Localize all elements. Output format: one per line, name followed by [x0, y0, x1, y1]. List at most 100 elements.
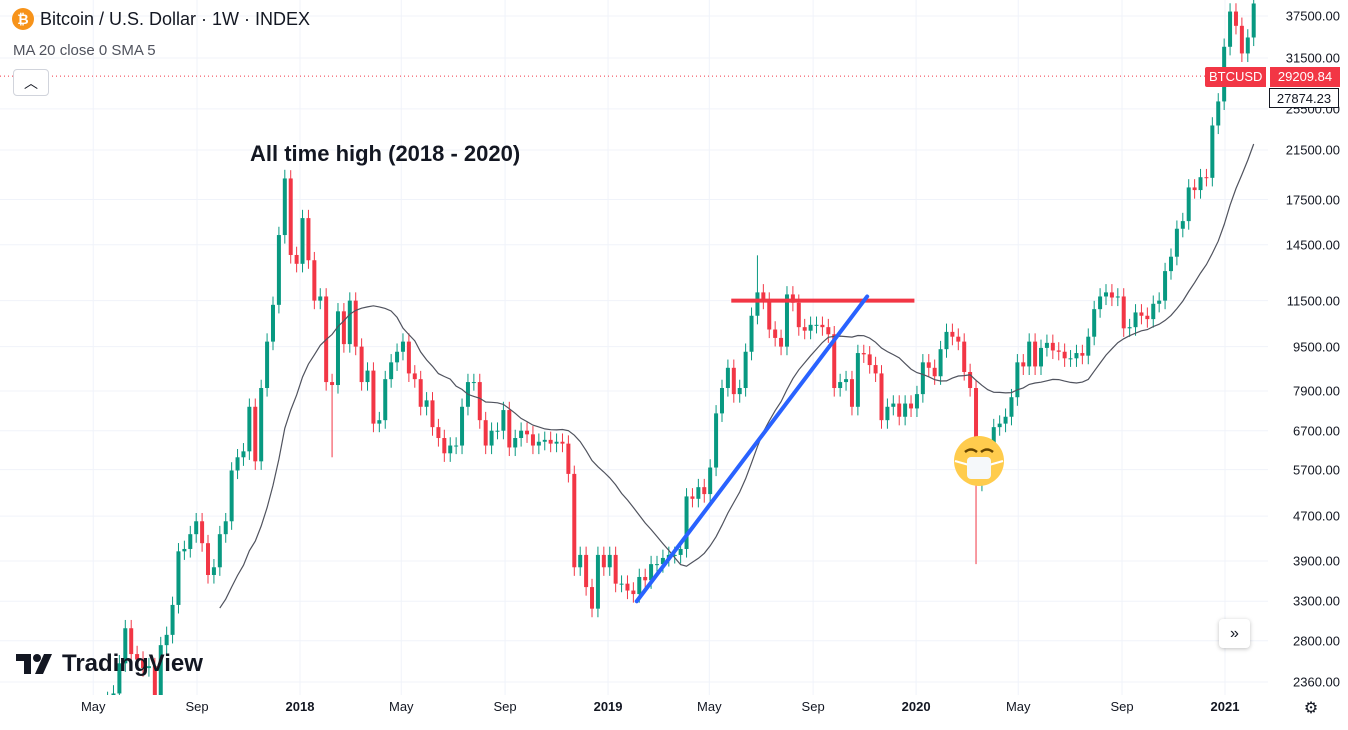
candle-body [129, 628, 134, 655]
candle-body [377, 420, 382, 424]
candle-body [914, 394, 919, 409]
tradingview-logo[interactable]: TradingView [16, 650, 203, 678]
candle-body [389, 362, 394, 380]
candle [312, 251, 317, 310]
price-tick-label: 2800.00 [1293, 633, 1340, 649]
candle [690, 488, 695, 508]
candle [200, 512, 205, 552]
candle [920, 354, 925, 403]
candle-body [1098, 296, 1103, 310]
candle [826, 318, 831, 343]
candle [395, 343, 400, 371]
candle [560, 433, 565, 453]
candle [1251, 0, 1256, 47]
time-tick-label: Sep [1110, 699, 1134, 714]
candle-body [631, 590, 636, 595]
candle [135, 645, 140, 669]
price-tick-label: 31500.00 [1285, 50, 1340, 66]
time-tick-label: May [1005, 699, 1031, 714]
candle [335, 303, 340, 394]
candle [885, 398, 890, 429]
ma-value-label: 27874.23 [1269, 88, 1339, 108]
candle-body [1015, 362, 1020, 398]
double-chevron-right-icon: » [1230, 624, 1239, 642]
candle [371, 362, 376, 433]
annotation-text[interactable]: All time high (2018 - 2020) [250, 141, 521, 166]
candle [1074, 344, 1079, 367]
candle-body [749, 315, 754, 352]
collapse-legend-button[interactable]: ︿ [13, 69, 49, 96]
time-tick-label: 2021 [1210, 699, 1240, 714]
candle-body [318, 296, 323, 301]
candle-body [796, 302, 801, 328]
candle [1056, 342, 1061, 361]
candle [501, 401, 506, 440]
candle-body [808, 324, 813, 331]
candle [1198, 168, 1203, 199]
candle [412, 365, 417, 388]
candle [607, 546, 612, 576]
candle-body [637, 576, 642, 595]
candle [229, 462, 234, 530]
price-tick-label: 3900.00 [1293, 553, 1340, 569]
candle-body [359, 346, 364, 383]
candle [276, 226, 281, 314]
candle [436, 418, 441, 447]
candle-body [903, 403, 908, 417]
candle-body [1033, 341, 1038, 367]
candle [1009, 388, 1014, 426]
candle-body [548, 439, 553, 444]
candle [525, 422, 530, 443]
candle-body [708, 467, 713, 495]
candle [702, 478, 707, 503]
candle [932, 359, 937, 385]
price-tick-label: 14500.00 [1285, 237, 1340, 253]
trend-line[interactable] [634, 294, 870, 604]
chevron-up-icon: ︿ [24, 74, 38, 91]
candle-body [1092, 309, 1097, 337]
candle [483, 411, 488, 455]
candle [454, 437, 459, 455]
candle-body [1233, 11, 1238, 26]
candle [1157, 292, 1162, 313]
candle [968, 363, 973, 397]
settings-button[interactable]: ⚙ [1301, 698, 1321, 718]
candle [719, 379, 724, 422]
price-chart[interactable] [0, 0, 1268, 695]
candle-body [460, 406, 465, 446]
face-with-medical-mask-icon[interactable] [953, 435, 1005, 492]
candle-body [932, 367, 937, 377]
candle [938, 340, 943, 385]
candle-body [1228, 11, 1233, 47]
price-tick-label: 3300.00 [1293, 593, 1340, 609]
candle-body [158, 645, 163, 695]
scroll-to-latest-button[interactable]: » [1219, 619, 1250, 648]
candle-body [1239, 25, 1244, 54]
candle [123, 619, 128, 672]
candle-body [962, 341, 967, 373]
candle-body [826, 327, 831, 335]
candle-body [838, 382, 843, 389]
candle [141, 651, 146, 677]
chart-header: ₿ Bitcoin / U.S. Dollar · 1W · INDEX [12, 8, 310, 30]
gear-icon: ⚙ [1303, 700, 1319, 717]
price-tick-label: 37500.00 [1285, 8, 1340, 24]
candle [595, 546, 600, 618]
candle [566, 435, 571, 483]
candle-body [1139, 312, 1144, 316]
candle-body [270, 304, 275, 342]
candle-body [1086, 336, 1091, 356]
candle [861, 344, 866, 363]
candle [359, 338, 364, 391]
candle-body [1044, 342, 1049, 348]
candle-body [560, 441, 565, 444]
candle [743, 343, 748, 397]
candle-body [223, 521, 228, 535]
candle [1127, 318, 1132, 337]
candle-body [1151, 303, 1156, 320]
candle [808, 316, 813, 340]
candle-body [1103, 292, 1108, 297]
candle-body [519, 430, 524, 439]
candle [962, 333, 967, 381]
indicator-legend[interactable]: MA 20 close 0 SMA 5 [13, 42, 156, 59]
